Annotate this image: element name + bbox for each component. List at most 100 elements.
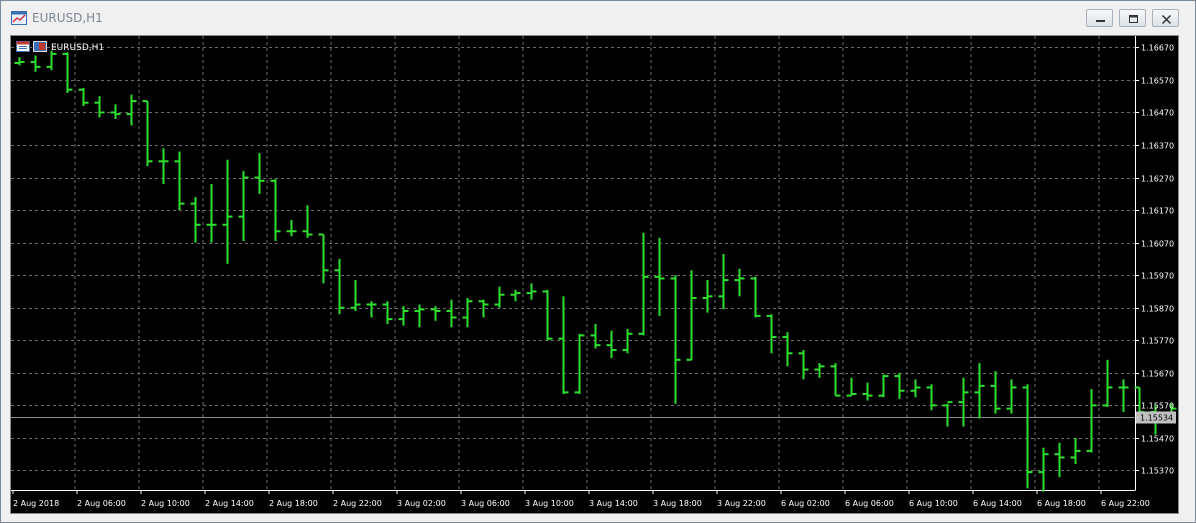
ohlc-bar <box>14 57 25 66</box>
ohlc-bar <box>462 297 473 328</box>
ohlc-bar <box>158 148 169 185</box>
title-bar[interactable]: EURUSD,H1 <box>1 1 1195 35</box>
time-tick-label: 3 Aug 06:00 <box>461 499 510 508</box>
ohlc-bar <box>414 304 425 328</box>
ohlc-bar <box>478 299 489 318</box>
restore-icon <box>1129 15 1138 23</box>
time-tick-label: 2 Aug 06:00 <box>77 499 126 508</box>
ohlc-bar <box>686 270 697 361</box>
time-tick-label: 3 Aug 22:00 <box>717 499 766 508</box>
ohlc-bar <box>366 301 377 318</box>
ohlc-bar <box>782 332 793 367</box>
ohlc-bar <box>718 254 729 310</box>
ohlc-bar <box>446 299 457 328</box>
ohlc-bar <box>750 276 761 318</box>
ohlc-bar <box>190 197 201 243</box>
time-tick-label: 3 Aug 14:00 <box>589 499 638 508</box>
grid <box>11 36 1135 490</box>
ohlc-bar <box>1006 379 1017 414</box>
window-title: EURUSD,H1 <box>32 11 103 25</box>
ohlc-bar <box>142 100 153 167</box>
ohlc-bar <box>670 275 681 404</box>
ohlc-bar <box>222 159 233 264</box>
ohlc-bar <box>78 88 89 106</box>
ohlc-bar <box>702 280 713 313</box>
ohlc-bar <box>254 153 265 194</box>
ohlc-bar <box>990 371 1001 414</box>
chart-area[interactable]: 1.16670 1.16570 1.16470 1.16370 1.16270 1.161… <box>10 35 1193 514</box>
time-tick-label: 6 Aug 22:00 <box>1101 499 1150 508</box>
ohlc-bar <box>110 104 121 119</box>
time-tick-label: 2 Aug 14:00 <box>205 499 254 508</box>
ohlc-bar <box>862 382 873 401</box>
chart-symbol-icon <box>16 41 47 52</box>
ohlc-bar <box>126 94 137 126</box>
price-tick-label: 1.15970 <box>1141 272 1174 281</box>
ohlc-bar <box>766 314 777 354</box>
time-tick-label: 6 Aug 14:00 <box>973 499 1022 508</box>
ohlc-bar <box>606 330 617 359</box>
time-tick-label: 2 Aug 18:00 <box>269 499 318 508</box>
current-price-box <box>1136 411 1176 424</box>
chart-header: EURUSD,H1 <box>16 41 104 53</box>
time-tick-label: 6 Aug 02:00 <box>781 499 830 508</box>
minimize-button[interactable] <box>1086 9 1113 27</box>
price-tick-label: 1.15370 <box>1141 467 1174 476</box>
ohlc-bar <box>1102 359 1113 408</box>
close-icon <box>1161 14 1172 25</box>
price-tick-label: 1.15770 <box>1141 337 1174 346</box>
ohlc-bar <box>1038 447 1049 492</box>
time-tick-label: 6 Aug 18:00 <box>1037 499 1086 508</box>
time-axis[interactable]: 2 Aug 2018 2 Aug 06:00 2 Aug 10:00 2 Aug 14… <box>12 490 1150 508</box>
ohlc-bar <box>590 324 601 349</box>
time-tick-label: 6 Aug 06:00 <box>845 499 894 508</box>
current-price-label: 1.15534 <box>1140 414 1173 423</box>
ohlc-bar <box>542 289 553 341</box>
ohlc-bar <box>494 286 505 308</box>
ohlc-bar <box>734 268 745 297</box>
ohlc-bar <box>1022 384 1033 489</box>
restore-button[interactable] <box>1119 9 1146 27</box>
price-tick-label: 1.16570 <box>1141 77 1174 86</box>
ohlc-bar <box>382 301 393 325</box>
chart-window-icon <box>11 11 27 25</box>
ohlc-bar <box>430 306 441 321</box>
minimize-icon <box>1096 20 1105 22</box>
time-tick-label: 2 Aug 10:00 <box>141 499 190 508</box>
ohlc-bar <box>350 280 361 312</box>
ohlc-bar <box>926 384 937 411</box>
ohlc-bars <box>14 50 1193 492</box>
price-tick-label: 1.15670 <box>1141 370 1174 379</box>
ohlc-bar <box>798 350 809 380</box>
ohlc-bar <box>878 374 889 398</box>
price-axis: 1.16670 1.16570 1.16470 1.16370 1.16270 1.161… <box>1135 44 1174 476</box>
ohlc-bar <box>334 258 345 315</box>
price-tick-label: 1.16670 <box>1141 44 1174 53</box>
price-tick-label: 1.16270 <box>1141 175 1174 184</box>
ohlc-bar <box>526 283 537 300</box>
time-tick-label: 6 Aug 10:00 <box>909 499 958 508</box>
price-tick-label: 1.15870 <box>1141 305 1174 314</box>
close-button[interactable] <box>1152 9 1179 27</box>
time-tick-label: 2 Aug 2018 <box>13 499 59 508</box>
time-tick-label: 3 Aug 18:00 <box>653 499 702 508</box>
ohlc-bar <box>398 306 409 326</box>
ohlc-bar <box>1070 437 1081 464</box>
ohlc-bar <box>638 232 649 336</box>
price-chart[interactable]: 1.16670 1.16570 1.16470 1.16370 1.16270 1.161… <box>11 36 1193 513</box>
ohlc-bar <box>622 328 633 354</box>
price-tick-label: 1.16070 <box>1141 240 1174 249</box>
ohlc-bar <box>270 179 281 242</box>
ohlc-bar <box>302 205 313 238</box>
time-tick-label: 2 Aug 22:00 <box>333 499 382 508</box>
ohlc-bar <box>174 151 185 211</box>
ohlc-bar <box>830 363 841 397</box>
ohlc-bar <box>318 233 329 284</box>
price-tick-label: 1.16370 <box>1141 142 1174 151</box>
ohlc-bar <box>510 289 521 302</box>
time-tick-label: 3 Aug 10:00 <box>525 499 574 508</box>
ohlc-bar <box>974 363 985 419</box>
time-tick-label: 3 Aug 02:00 <box>397 499 446 508</box>
chart-symbol-label: EURUSD,H1 <box>51 43 104 53</box>
